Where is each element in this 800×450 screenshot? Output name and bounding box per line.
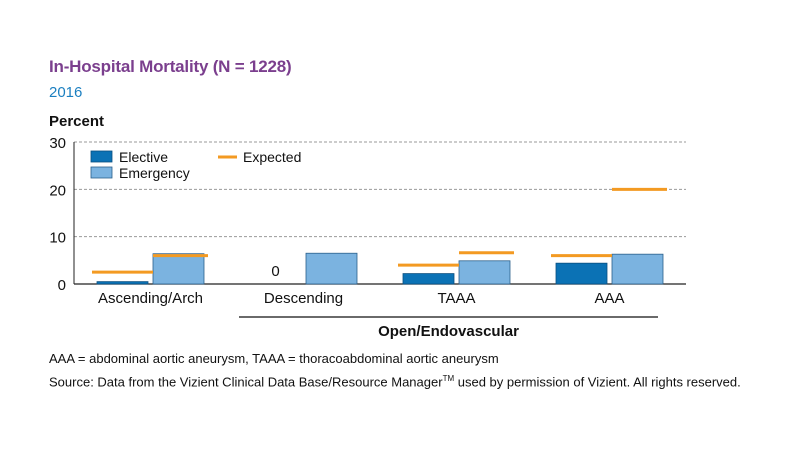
bar-emergency [611,253,664,285]
x-category-label: Descending [264,290,343,307]
y-tick-label: 10 [49,230,66,247]
y-tick-label: 0 [58,277,66,294]
footnote-abbreviations: AAA = abdominal aortic aneurysm, TAAA = … [49,351,499,366]
chart-title: In-Hospital Mortality (N = 1228) [49,57,292,76]
source-text-end: used by permission of Vizient. All right… [454,374,741,390]
bar-emergency [305,252,358,285]
x-category-label: TAAA [437,290,475,307]
chart-subtitle: 2016 [49,84,83,101]
footnote-source: Source: Data from the Vizient Clinical D… [49,374,741,389]
y-tick-label: 20 [49,182,66,199]
trademark-mark: TM [442,374,455,383]
bar-elective [555,262,608,285]
x-category-label: AAA [594,290,624,307]
y-axis-label: Percent [49,113,105,130]
legend-label-expected: Expected [243,149,301,165]
legend-label-elective: Elective [119,149,168,165]
bar-elective [96,281,149,285]
group-label: Open/Endovascular [378,323,519,340]
legend-label-emergency: Emergency [119,165,190,181]
bar-emergency [458,260,511,285]
legend-swatch-elective [90,150,113,163]
zero-data-label: 0 [271,263,279,280]
source-text: Source: Data from the Vizient Clinical D… [49,374,443,390]
x-category-label: Ascending/Arch [98,290,203,307]
bar-elective [402,273,455,285]
bar-emergency [152,253,205,285]
legend-swatch-emergency [90,166,113,179]
y-tick-label: 30 [49,135,66,152]
